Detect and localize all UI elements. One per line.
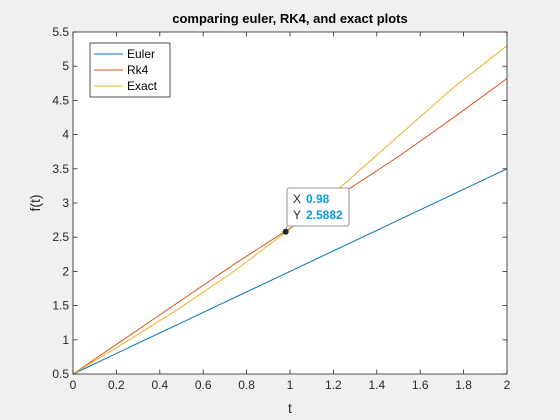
- data-tip[interactable]: X 0.98 Y 2.5882: [282, 187, 350, 235]
- y-tick-label: 1.5: [52, 299, 69, 313]
- legend-label-rk4: Rk4: [127, 63, 149, 77]
- data-tip-x-label: X: [293, 192, 301, 206]
- legend-label-euler: Euler: [127, 47, 155, 61]
- x-tick-label: 1.4: [368, 378, 385, 392]
- series-line-rk4: [72, 78, 508, 375]
- y-tick-label: 3.5: [52, 162, 69, 176]
- series-line-euler: [72, 168, 508, 375]
- series-line-exact: [72, 45, 508, 375]
- y-axis-label: f(t): [27, 194, 43, 211]
- y-tick-label: 5.5: [52, 25, 69, 39]
- y-tick-label: 4: [62, 128, 69, 142]
- data-tip-y-value: 2.5882: [306, 208, 343, 222]
- x-tick-label: 1.2: [325, 378, 342, 392]
- legend-label-exact: Exact: [127, 79, 158, 93]
- x-tick-label: 1.8: [455, 378, 472, 392]
- data-tip-box: [286, 187, 350, 227]
- x-tick-label: 0.8: [238, 378, 255, 392]
- legend: Euler Rk4 Exact: [89, 42, 171, 98]
- x-tick-label: 0: [70, 378, 77, 392]
- ticks-layer: 0 0.2 0.4 0.6 0.8 1 1.2 1.4 1.6 1.8 2 0.5 1 1.5 2 2.5 3 3…: [52, 25, 510, 392]
- x-tick-label: 0.2: [108, 378, 125, 392]
- y-tick-label: 0.5: [52, 367, 69, 381]
- y-tick-label: 2.5: [52, 230, 69, 244]
- y-tick-label: 5: [62, 59, 69, 73]
- data-tip-marker[interactable]: [282, 228, 289, 235]
- x-tick-label: 0.6: [195, 378, 212, 392]
- y-tick-label: 4.5: [52, 93, 69, 107]
- series-layer: [72, 45, 508, 375]
- data-tip-x-value: 0.98: [306, 192, 330, 206]
- x-tick-label: 1.6: [412, 378, 429, 392]
- x-tick-label: 0.4: [151, 378, 168, 392]
- x-tick-label: 2: [504, 378, 511, 392]
- chart-title: comparing euler, RK4, and exact plots: [172, 11, 408, 26]
- y-tick-label: 1: [62, 333, 69, 347]
- x-axis-label: t: [288, 400, 292, 416]
- data-tip-y-label: Y: [293, 208, 301, 222]
- y-tick-label: 3: [62, 196, 69, 210]
- x-tick-label: 1: [287, 378, 294, 392]
- y-tick-label: 2: [62, 264, 69, 278]
